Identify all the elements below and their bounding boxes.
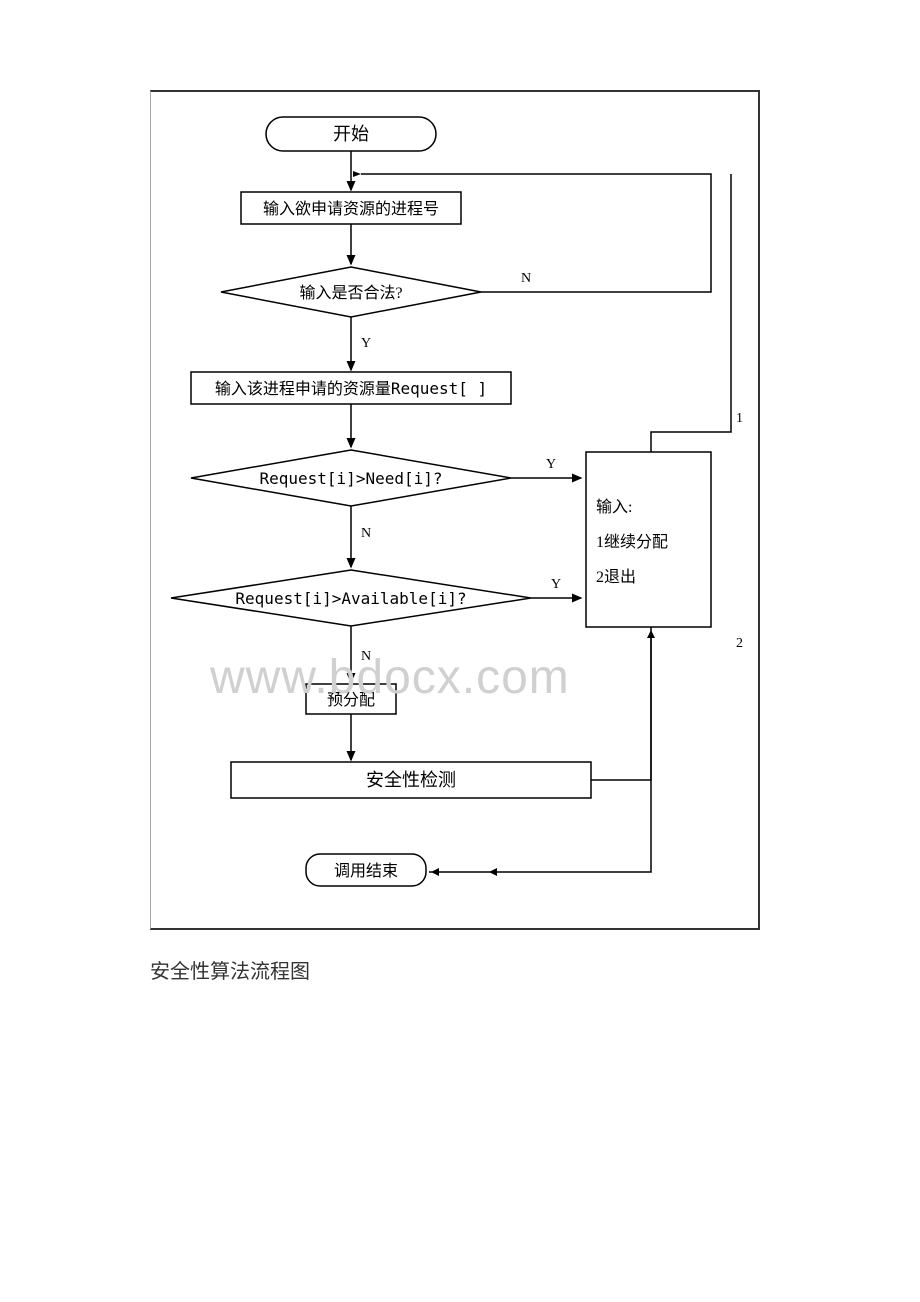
label-dec1-y: Y [361,336,371,351]
node-input2-label: 输入该进程申请的资源量Request[ ] [215,379,487,398]
node-dec1-label: 输入是否合法? [299,284,402,302]
node-end: 调用结束 [306,854,426,886]
node-input1-label: 输入欲申请资源的进程号 [263,200,439,218]
node-prealloc: 预分配 [306,684,396,714]
label-dec1-n: N [521,271,531,286]
node-menu-line3: 2退出 [596,568,636,586]
node-dec2-label: Request[i]>Need[i]? [259,469,442,488]
arrowhead-to-end [489,868,497,876]
node-dec3-label: Request[i]>Available[i]? [235,589,466,608]
label-dec3-y: Y [551,577,561,592]
arrowhead-end [431,868,439,876]
node-safety: 安全性检测 [231,762,591,798]
edge-menu-2 [486,627,651,872]
node-decision-legal: 输入是否合法? [221,267,481,317]
node-decision-need: Request[i]>Need[i]? [191,450,511,506]
node-safety-label: 安全性检测 [366,770,456,790]
node-input-request: 输入该进程申请的资源量Request[ ] [191,372,511,404]
node-decision-available: Request[i]>Available[i]? [171,570,531,626]
edge-safety-to-menu [591,638,651,780]
label-dec2-n: N [361,526,371,541]
label-menu-1: 1 [736,411,743,426]
edge-menu-1 [651,174,731,452]
node-end-label: 调用结束 [334,862,398,880]
node-start-label: 开始 [333,124,369,144]
flowchart-svg: 开始 输入欲申请资源的进程号 输入是否合法? Y N 输入该进程申请的资源量Re… [151,92,757,928]
flowchart-frame: 开始 输入欲申请资源的进程号 输入是否合法? Y N 输入该进程申请的资源量Re… [150,90,760,930]
label-dec2-y: Y [546,457,556,472]
caption-text: 安全性算法流程图 [150,955,310,984]
label-menu-2: 2 [736,636,743,651]
node-prealloc-label: 预分配 [327,691,375,709]
loop-arrowhead [353,171,361,177]
node-menu-line2: 1继续分配 [596,533,668,551]
node-start: 开始 [266,117,436,151]
label-dec3-n: N [361,649,371,664]
node-input-process: 输入欲申请资源的进程号 [241,192,461,224]
node-menu: 输入: 1继续分配 2退出 [586,452,711,627]
arrowhead-into-menu [647,630,655,638]
node-menu-line1: 输入: [596,498,632,516]
